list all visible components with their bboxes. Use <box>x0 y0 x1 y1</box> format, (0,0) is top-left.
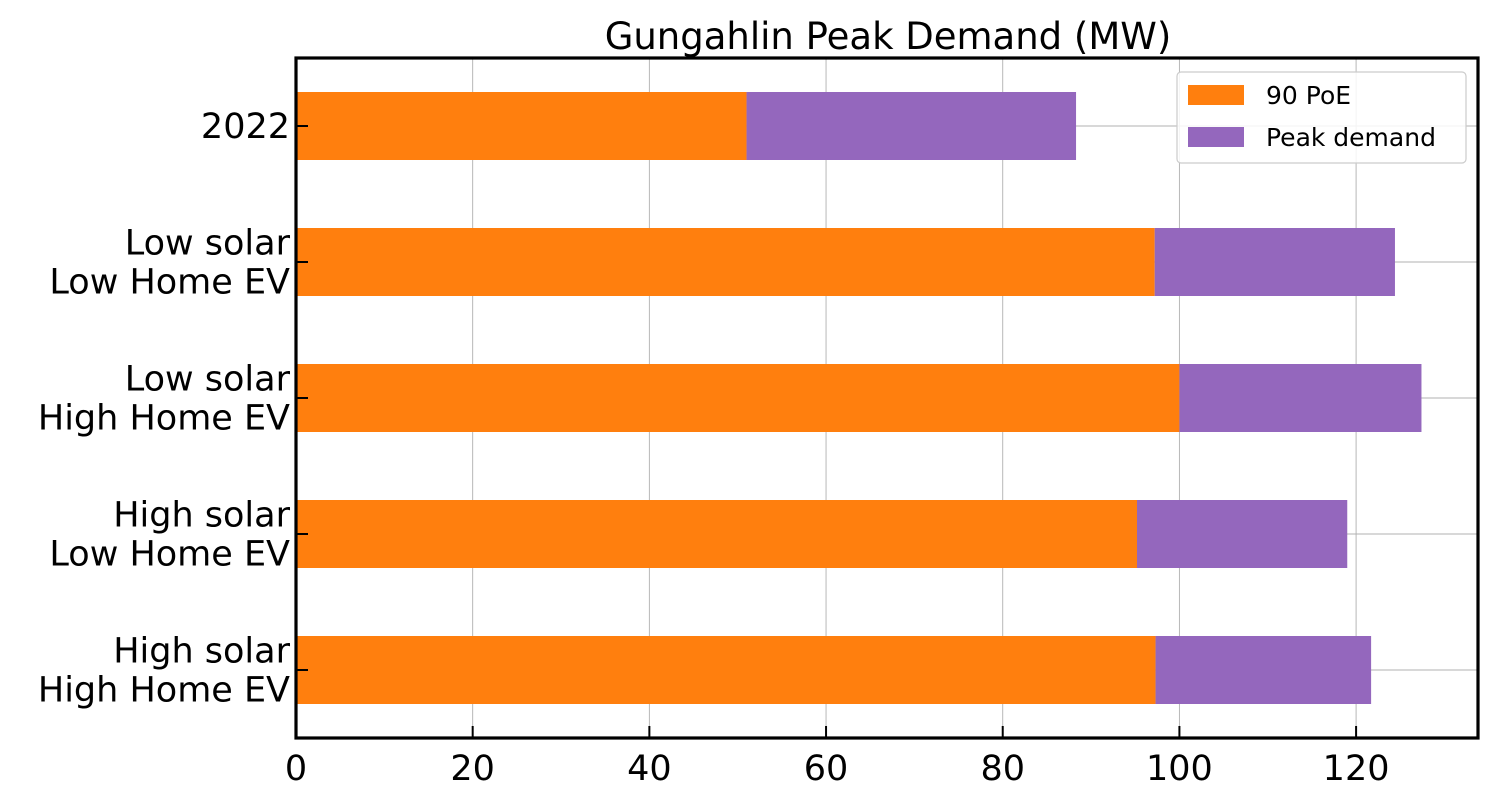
y-tick-label: High solar Low Home EV <box>49 496 290 575</box>
legend-box <box>1176 71 1467 164</box>
bar-segment-poe <box>296 636 1156 704</box>
legend-label: Peak demand <box>1266 123 1436 152</box>
legend-swatch <box>1188 127 1244 147</box>
x-tick-label: 100 <box>1146 749 1213 789</box>
y-tick-label: 2022 <box>201 107 290 147</box>
x-tick-label: 120 <box>1323 749 1390 789</box>
x-tick-label: 40 <box>627 749 672 789</box>
bar-segment-peak-demand <box>746 92 1077 160</box>
x-tick-label: 60 <box>804 749 849 789</box>
x-tick-label: 0 <box>285 749 307 789</box>
bar-segment-poe <box>296 364 1180 432</box>
x-tick-label: 80 <box>980 749 1025 789</box>
bar-segment-peak-demand <box>1154 228 1395 296</box>
legend-label: 90 PoE <box>1266 81 1351 110</box>
y-tick-label: Low solar Low Home EV <box>49 224 290 303</box>
bars-layer <box>296 92 1422 704</box>
bar-segment-peak-demand <box>1137 500 1348 568</box>
x-tick-label: 20 <box>450 749 495 789</box>
y-tick-label: High solar High Home EV <box>38 632 291 711</box>
bar-segment-poe <box>296 92 747 160</box>
bar-segment-peak-demand <box>1155 636 1372 704</box>
chart-title: Gungahlin Peak Demand (MW) <box>605 15 1172 58</box>
y-tick-label: Low solar High Home EV <box>38 360 291 439</box>
bar-segment-poe <box>296 500 1138 568</box>
bar-segment-peak-demand <box>1179 364 1422 432</box>
axis-layer: 0 20 40 60 80 100 120 2022 Low solar Low Home EV L… <box>38 56 1480 789</box>
legend: 90 PoE Peak demand <box>1176 71 1467 164</box>
bar-segment-poe <box>296 228 1155 296</box>
legend-swatch <box>1188 85 1244 105</box>
